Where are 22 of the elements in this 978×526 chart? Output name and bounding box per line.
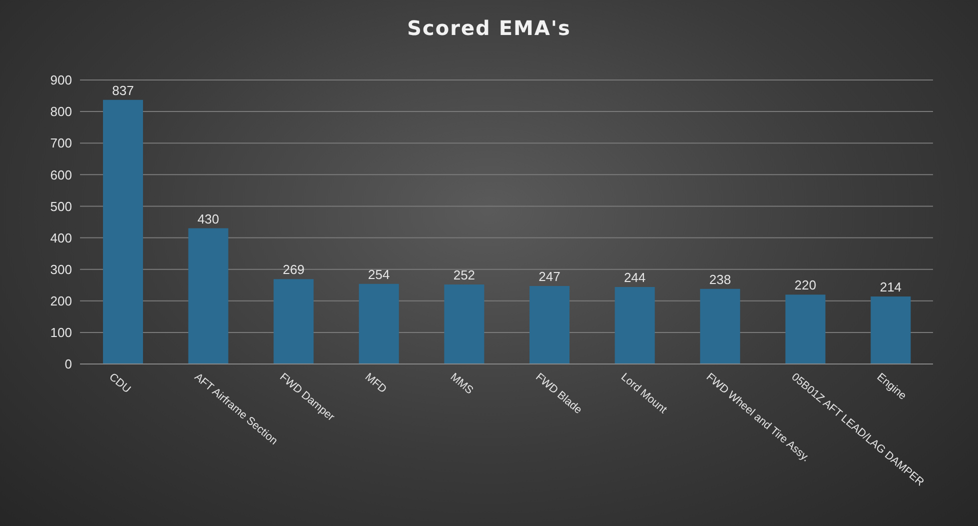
y-tick-label: 600 bbox=[50, 167, 72, 182]
data-label: 220 bbox=[794, 278, 816, 293]
data-label: 254 bbox=[368, 266, 390, 282]
data-label: 430 bbox=[197, 211, 220, 226]
x-tick-label: CDU bbox=[106, 371, 133, 396]
y-tick-label: 200 bbox=[50, 294, 72, 309]
data-label: 214 bbox=[880, 279, 902, 294]
data-label: 252 bbox=[453, 267, 476, 282]
y-tick-label: 700 bbox=[50, 136, 72, 151]
y-tick-label: 100 bbox=[50, 325, 72, 340]
chart-title: Scored EMA's bbox=[406, 16, 572, 40]
data-label: 837 bbox=[112, 82, 134, 98]
data-label: 247 bbox=[538, 269, 560, 284]
y-tick-label: 0 bbox=[64, 356, 72, 372]
data-label: 238 bbox=[709, 272, 731, 287]
data-label: 244 bbox=[624, 270, 646, 286]
y-tick-label: 800 bbox=[50, 104, 72, 120]
y-tick-label: 400 bbox=[50, 230, 72, 246]
y-tick-label: 300 bbox=[50, 262, 72, 277]
data-label: 269 bbox=[282, 262, 304, 278]
y-tick-label: 500 bbox=[50, 198, 72, 214]
y-tick-label: 900 bbox=[50, 72, 72, 88]
